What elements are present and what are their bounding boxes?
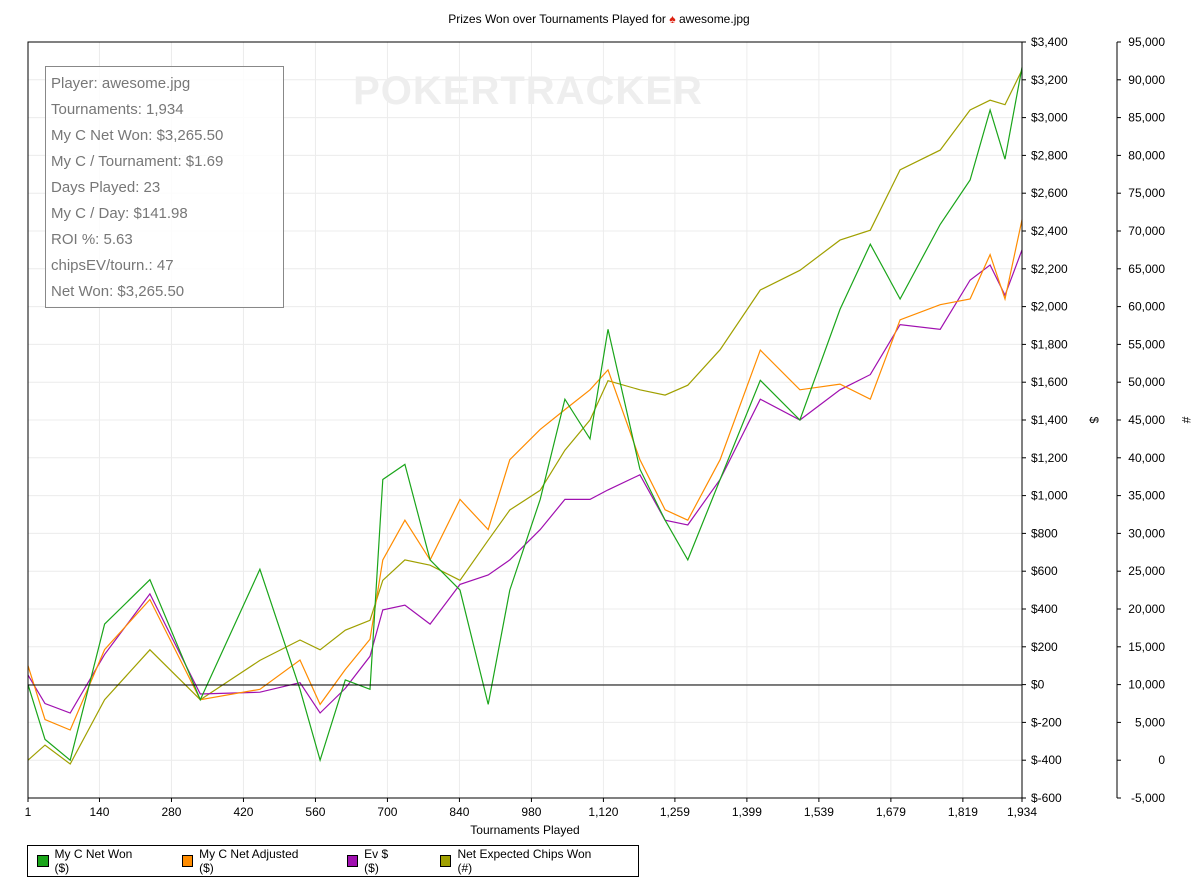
info-player: Player: awesome.jpg xyxy=(51,75,191,92)
legend-item-ev[interactable]: Ev $ ($) xyxy=(346,847,404,875)
chart-legend: My C Net Won ($) My C Net Adjusted ($) E… xyxy=(27,845,639,877)
y-tick-label: $200 xyxy=(1031,640,1058,654)
info-per-tournament: My C / Tournament: $1.69 xyxy=(51,153,224,170)
y-tick-label: $-200 xyxy=(1031,715,1062,729)
y2-tick-label: 5,000 xyxy=(1135,715,1165,729)
x-tick-label: 420 xyxy=(233,805,253,819)
y2-tick-label: 80,000 xyxy=(1128,148,1165,162)
info-roi: ROI %: 5.63 xyxy=(51,231,133,248)
legend-swatch xyxy=(181,855,194,867)
info-tournaments: Tournaments: 1,934 xyxy=(51,101,184,118)
y-tick-label: $1,800 xyxy=(1031,337,1068,351)
series-line-my-c-net-adjusted xyxy=(27,219,1023,731)
title-player: awesome.jpg xyxy=(679,12,750,26)
x-tick-label: 980 xyxy=(521,805,541,819)
legend-label: Ev $ ($) xyxy=(364,847,389,875)
x-tick-label: 1,679 xyxy=(876,805,906,819)
y-tick-label: $-600 xyxy=(1031,791,1062,805)
x-tick-label: 1,259 xyxy=(660,805,690,819)
chart-title: Prizes Won over Tournaments Played for ♠… xyxy=(0,12,1198,26)
x-tick-label: 560 xyxy=(305,805,325,819)
y-tick-label: $3,400 xyxy=(1031,35,1068,49)
info-per-day: My C / Day: $141.98 xyxy=(51,205,188,222)
y2-tick-label: 75,000 xyxy=(1128,186,1165,200)
y2-tick-label: 30,000 xyxy=(1128,526,1165,540)
x-tick-label: 1,399 xyxy=(732,805,762,819)
y-tick-label: $2,800 xyxy=(1031,148,1068,162)
legend-label: Net Expected Chips Won (#) xyxy=(457,847,592,875)
y-tick-label: $2,600 xyxy=(1031,186,1068,200)
y2-tick-label: 25,000 xyxy=(1128,564,1165,578)
y2-tick-label: 85,000 xyxy=(1128,111,1165,125)
legend-label: My C Net Adjusted ($) xyxy=(199,847,299,875)
info-days-played: Days Played: 23 xyxy=(51,179,161,196)
y2-tick-label: 65,000 xyxy=(1128,262,1165,276)
x-tick-label: 1,539 xyxy=(804,805,834,819)
y-axis-label: $ xyxy=(1087,417,1101,424)
x-tick-label: 140 xyxy=(89,805,109,819)
y-tick-label: $1,200 xyxy=(1031,451,1068,465)
y-tick-label: $800 xyxy=(1031,526,1058,540)
x-tick-label: 280 xyxy=(161,805,181,819)
y2-tick-label: 0 xyxy=(1158,753,1165,767)
y2-tick-label: 40,000 xyxy=(1128,451,1165,465)
stats-info-box: Player: awesome.jpg Tournaments: 1,934 M… xyxy=(45,66,284,308)
legend-item-net-won[interactable]: My C Net Won ($) xyxy=(37,847,146,875)
x-axis-label: Tournaments Played xyxy=(470,823,579,837)
series-line-net-expected-chips-won xyxy=(27,69,1023,765)
x-tick-label: 700 xyxy=(377,805,397,819)
legend-swatch xyxy=(439,855,452,867)
y2-tick-label: 90,000 xyxy=(1128,73,1165,87)
y2-tick-label: 55,000 xyxy=(1128,337,1165,351)
x-tick-label: 1,120 xyxy=(588,805,618,819)
watermark-logo: POKERTRACKER xyxy=(353,69,703,113)
x-tick-label: 1,934 xyxy=(1007,805,1037,819)
y-tick-label: $400 xyxy=(1031,602,1058,616)
legend-swatch xyxy=(37,855,49,867)
y2-tick-label: 95,000 xyxy=(1128,35,1165,49)
y2-tick-label: 10,000 xyxy=(1128,678,1165,692)
y2-tick-label: 50,000 xyxy=(1128,375,1165,389)
y2-tick-label: 15,000 xyxy=(1128,640,1165,654)
y-tick-label: $3,000 xyxy=(1031,111,1068,125)
y-tick-label: $1,400 xyxy=(1031,413,1068,427)
y-tick-label: $2,000 xyxy=(1031,300,1068,314)
info-chipsev: chipsEV/tourn.: 47 xyxy=(51,257,174,274)
spade-icon: ♠ xyxy=(669,12,676,26)
info-net-won: My C Net Won: $3,265.50 xyxy=(51,127,224,144)
y-tick-label: $2,200 xyxy=(1031,262,1068,276)
x-tick-label: 1 xyxy=(25,805,32,819)
legend-item-net-adjusted[interactable]: My C Net Adjusted ($) xyxy=(181,847,311,875)
series-line-my-c-net-won xyxy=(27,67,1023,763)
x-tick-label: 1,819 xyxy=(948,805,978,819)
y2-tick-label: 20,000 xyxy=(1128,602,1165,616)
y2-tick-label: 35,000 xyxy=(1128,489,1165,503)
legend-swatch xyxy=(346,855,359,867)
y-tick-label: $0 xyxy=(1031,678,1045,692)
y-tick-label: $3,200 xyxy=(1031,73,1068,87)
title-text: Prizes Won over Tournaments Played for xyxy=(448,12,666,26)
y-tick-label: $600 xyxy=(1031,564,1058,578)
legend-label: My C Net Won ($) xyxy=(54,847,133,875)
y2-tick-label: -5,000 xyxy=(1131,791,1165,805)
x-tick-label: 840 xyxy=(449,805,469,819)
info-total-net-won: Net Won: $3,265.50 xyxy=(51,283,185,300)
y2-tick-label: 70,000 xyxy=(1128,224,1165,238)
y-tick-label: $1,000 xyxy=(1031,489,1068,503)
legend-item-expected-chips[interactable]: Net Expected Chips Won (#) xyxy=(439,847,602,875)
y-tick-label: $2,400 xyxy=(1031,224,1068,238)
y2-tick-label: 60,000 xyxy=(1128,300,1165,314)
y-tick-label: $-400 xyxy=(1031,753,1062,767)
y2-axis-label: # xyxy=(1179,417,1193,424)
y2-tick-label: 45,000 xyxy=(1128,413,1165,427)
y-tick-label: $1,600 xyxy=(1031,375,1068,389)
